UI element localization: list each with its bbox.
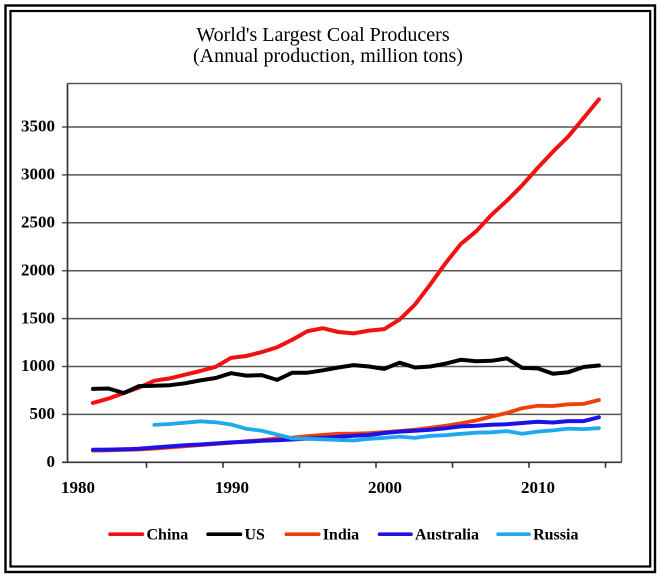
svg-text:(Annual production, million to: (Annual production, million tons): [193, 45, 463, 67]
svg-text:1500: 1500: [21, 308, 55, 327]
svg-text:500: 500: [30, 404, 56, 423]
svg-text:Australia: Australia: [415, 527, 479, 544]
svg-text:3000: 3000: [21, 165, 55, 184]
svg-text:1980: 1980: [61, 478, 95, 497]
svg-text:1990: 1990: [215, 478, 249, 497]
svg-text:Russia: Russia: [533, 527, 578, 544]
svg-text:China: China: [147, 527, 189, 544]
svg-text:0: 0: [47, 452, 56, 471]
svg-text:2000: 2000: [368, 478, 402, 497]
svg-text:1000: 1000: [21, 356, 55, 375]
svg-text:US: US: [245, 527, 266, 544]
svg-text:World's Largest Coal Producers: World's Largest Coal Producers: [196, 24, 449, 46]
svg-text:2010: 2010: [521, 478, 555, 497]
svg-text:2000: 2000: [21, 260, 55, 279]
svg-text:India: India: [323, 527, 359, 544]
svg-text:3500: 3500: [21, 117, 55, 136]
svg-text:2500: 2500: [21, 213, 55, 232]
